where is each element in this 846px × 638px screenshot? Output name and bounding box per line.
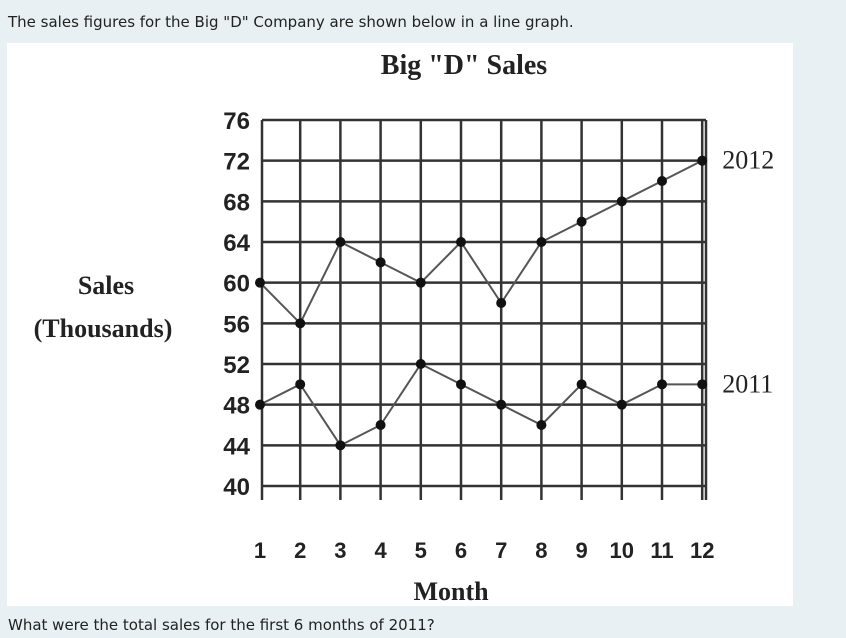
- data-point: [536, 237, 547, 247]
- data-point: [536, 420, 547, 430]
- data-point: [657, 379, 667, 390]
- data-point: [576, 379, 587, 390]
- x-tick-label: 5: [415, 538, 427, 563]
- data-point: [255, 399, 265, 410]
- y-axis-label-line1: Sales: [78, 271, 134, 300]
- series-2011: 2011: [255, 359, 773, 451]
- x-tick-label: 3: [334, 538, 346, 563]
- x-tick-label: 7: [495, 538, 507, 563]
- intro-text: The sales figures for the Big "D" Compan…: [8, 13, 574, 31]
- data-point: [456, 379, 466, 390]
- y-tick-label: 76: [223, 108, 250, 135]
- x-tick-label: 2: [294, 538, 306, 563]
- y-tick-label: 40: [223, 474, 250, 501]
- y-tick-label: 56: [223, 311, 250, 338]
- x-tick-label: 11: [650, 538, 673, 563]
- data-point: [335, 440, 346, 451]
- x-tick-label: 12: [690, 538, 714, 563]
- data-point: [295, 318, 306, 329]
- series-line: [259, 362, 703, 447]
- data-point: [496, 399, 507, 410]
- x-tick-label: 1: [254, 538, 266, 563]
- series-label: 2012: [722, 146, 774, 175]
- y-axis-label-line2: (Thousands): [34, 314, 173, 343]
- y-tick-label: 44: [223, 433, 250, 460]
- data-point: [456, 237, 466, 247]
- series-line: [259, 159, 703, 326]
- y-tick-label: 60: [223, 271, 250, 298]
- question-text: What were the total sales for the first …: [8, 616, 435, 634]
- data-point: [415, 277, 426, 288]
- y-tick-label: 64: [223, 230, 250, 257]
- x-tick-label: 8: [535, 538, 547, 563]
- data-point: [375, 420, 386, 430]
- chart-title: Big "D" Sales: [381, 50, 548, 81]
- x-tick-label: 4: [374, 538, 387, 563]
- data-point: [496, 298, 507, 308]
- y-tick-label: 52: [223, 352, 250, 379]
- x-tick-label: 6: [455, 538, 467, 563]
- x-tick-label: 10: [610, 538, 634, 563]
- x-tick-label: 9: [575, 538, 587, 563]
- data-point: [415, 359, 426, 369]
- y-tick-label: 48: [223, 393, 250, 420]
- series-label: 2011: [722, 369, 773, 398]
- data-point: [576, 216, 587, 227]
- data-point: [375, 257, 386, 268]
- data-point: [255, 277, 265, 288]
- data-point: [616, 196, 627, 207]
- data-point: [697, 155, 708, 166]
- data-point: [335, 237, 346, 247]
- data-point: [657, 176, 667, 186]
- y-tick-label: 68: [223, 189, 250, 216]
- data-point: [295, 379, 306, 390]
- data-point: [697, 379, 708, 390]
- y-tick-label: 72: [223, 149, 250, 176]
- series-2012: 2012: [255, 146, 774, 329]
- x-axis-label: Month: [413, 577, 489, 606]
- data-point: [616, 399, 627, 410]
